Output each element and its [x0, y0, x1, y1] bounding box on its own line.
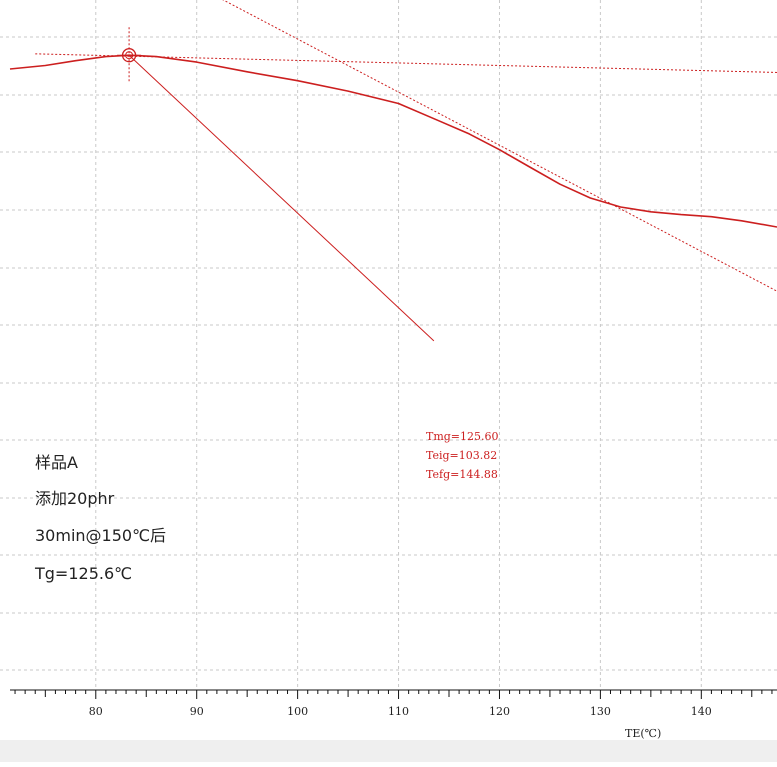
x-tick-label: 120	[489, 705, 510, 718]
annotation-teig: Teig=103.82	[426, 449, 497, 462]
x-axis-title: TE(℃)	[625, 727, 661, 740]
annotation-tmg: Tmg=125.60	[426, 430, 499, 443]
grid	[0, 0, 777, 690]
onset-marker-group	[117, 27, 142, 84]
status-bar	[0, 740, 777, 762]
series-line-0	[9, 54, 777, 228]
series-layer	[9, 54, 777, 228]
x-tick-label: 90	[190, 705, 204, 718]
annotations: Tmg=125.60 Teig=103.82 Tefg=144.88	[426, 430, 499, 481]
x-axis: 80 90 100 110 120 130 140	[10, 689, 777, 718]
onset-marker-outer-circle	[121, 48, 137, 63]
sample-notes: 样品A 添加20phr 30min@150℃后 Tg=125.6℃	[34, 453, 166, 583]
x-tick-label: 100	[287, 705, 308, 718]
x-tick-label: 140	[691, 705, 712, 718]
leader-line	[128, 54, 435, 342]
x-tick-label: 80	[89, 705, 103, 718]
onset-marker-inner-circle	[125, 51, 134, 60]
transition-tangent-line	[222, 0, 777, 292]
reference-lines	[35, 0, 777, 342]
x-tick-label: 130	[590, 705, 611, 718]
annotation-tefg: Tefg=144.88	[426, 468, 498, 481]
note-sample-name: 样品A	[35, 453, 78, 472]
note-additive: 添加20phr	[35, 489, 115, 508]
note-cure-condition: 30min@150℃后	[35, 526, 166, 545]
x-tick-label: 110	[388, 705, 409, 718]
note-tg-value: Tg=125.6℃	[34, 564, 132, 583]
